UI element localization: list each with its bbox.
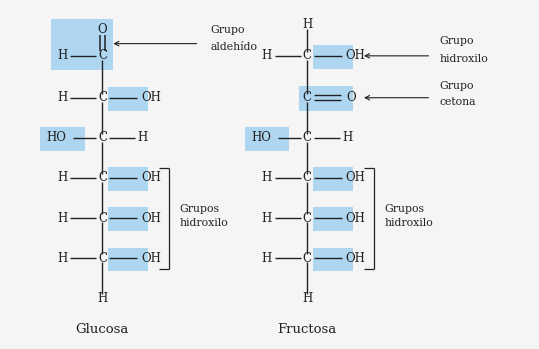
Text: H: H	[137, 131, 148, 144]
Text: OH: OH	[141, 171, 161, 185]
Text: H: H	[97, 292, 108, 305]
Text: H: H	[261, 49, 272, 62]
FancyBboxPatch shape	[40, 127, 85, 151]
FancyBboxPatch shape	[51, 19, 113, 70]
FancyBboxPatch shape	[245, 127, 289, 151]
Text: OH: OH	[346, 252, 365, 265]
Text: H: H	[261, 171, 272, 185]
FancyBboxPatch shape	[313, 45, 353, 69]
Text: hidroxilo: hidroxilo	[384, 218, 433, 228]
Text: C: C	[98, 91, 107, 104]
Text: OH: OH	[141, 211, 161, 225]
Text: Grupo: Grupo	[210, 25, 245, 35]
Text: C: C	[303, 211, 312, 225]
Text: Fructosa: Fructosa	[278, 323, 337, 336]
Text: H: H	[57, 49, 67, 62]
FancyBboxPatch shape	[108, 248, 148, 271]
FancyBboxPatch shape	[313, 207, 353, 231]
FancyBboxPatch shape	[108, 87, 148, 111]
Text: OH: OH	[346, 171, 365, 185]
Text: H: H	[57, 171, 67, 185]
Text: Grupo: Grupo	[439, 36, 474, 46]
FancyBboxPatch shape	[313, 248, 353, 271]
Text: H: H	[57, 91, 67, 104]
FancyBboxPatch shape	[299, 86, 353, 111]
Text: C: C	[98, 171, 107, 185]
Text: C: C	[303, 171, 312, 185]
FancyBboxPatch shape	[108, 207, 148, 231]
Text: O: O	[98, 23, 107, 36]
Text: cetona: cetona	[439, 97, 476, 107]
Text: OH: OH	[141, 91, 161, 104]
Text: C: C	[303, 252, 312, 265]
Text: Grupo: Grupo	[439, 81, 474, 90]
Text: Glucosa: Glucosa	[75, 323, 129, 336]
Text: Grupos: Grupos	[384, 205, 424, 214]
Text: C: C	[98, 252, 107, 265]
Text: H: H	[261, 252, 272, 265]
Text: OH: OH	[346, 49, 365, 62]
Text: HO: HO	[47, 131, 66, 144]
Text: C: C	[303, 91, 312, 104]
Text: OH: OH	[346, 211, 365, 225]
Text: Grupos: Grupos	[179, 205, 219, 214]
Text: H: H	[302, 292, 313, 305]
Text: H: H	[302, 18, 313, 31]
Text: C: C	[98, 131, 107, 144]
Text: aldehído: aldehído	[210, 42, 257, 52]
Text: H: H	[261, 211, 272, 225]
Text: C: C	[303, 49, 312, 62]
Text: C: C	[303, 131, 312, 144]
Text: H: H	[342, 131, 353, 144]
Text: C: C	[98, 211, 107, 225]
Text: H: H	[57, 252, 67, 265]
Text: hidroxilo: hidroxilo	[179, 218, 228, 228]
Text: C: C	[98, 49, 107, 62]
Text: HO: HO	[252, 131, 271, 144]
FancyBboxPatch shape	[108, 168, 148, 191]
FancyBboxPatch shape	[313, 168, 353, 191]
Text: hidroxilo: hidroxilo	[439, 54, 488, 64]
Text: H: H	[57, 211, 67, 225]
Text: O: O	[347, 91, 356, 104]
Text: OH: OH	[141, 252, 161, 265]
